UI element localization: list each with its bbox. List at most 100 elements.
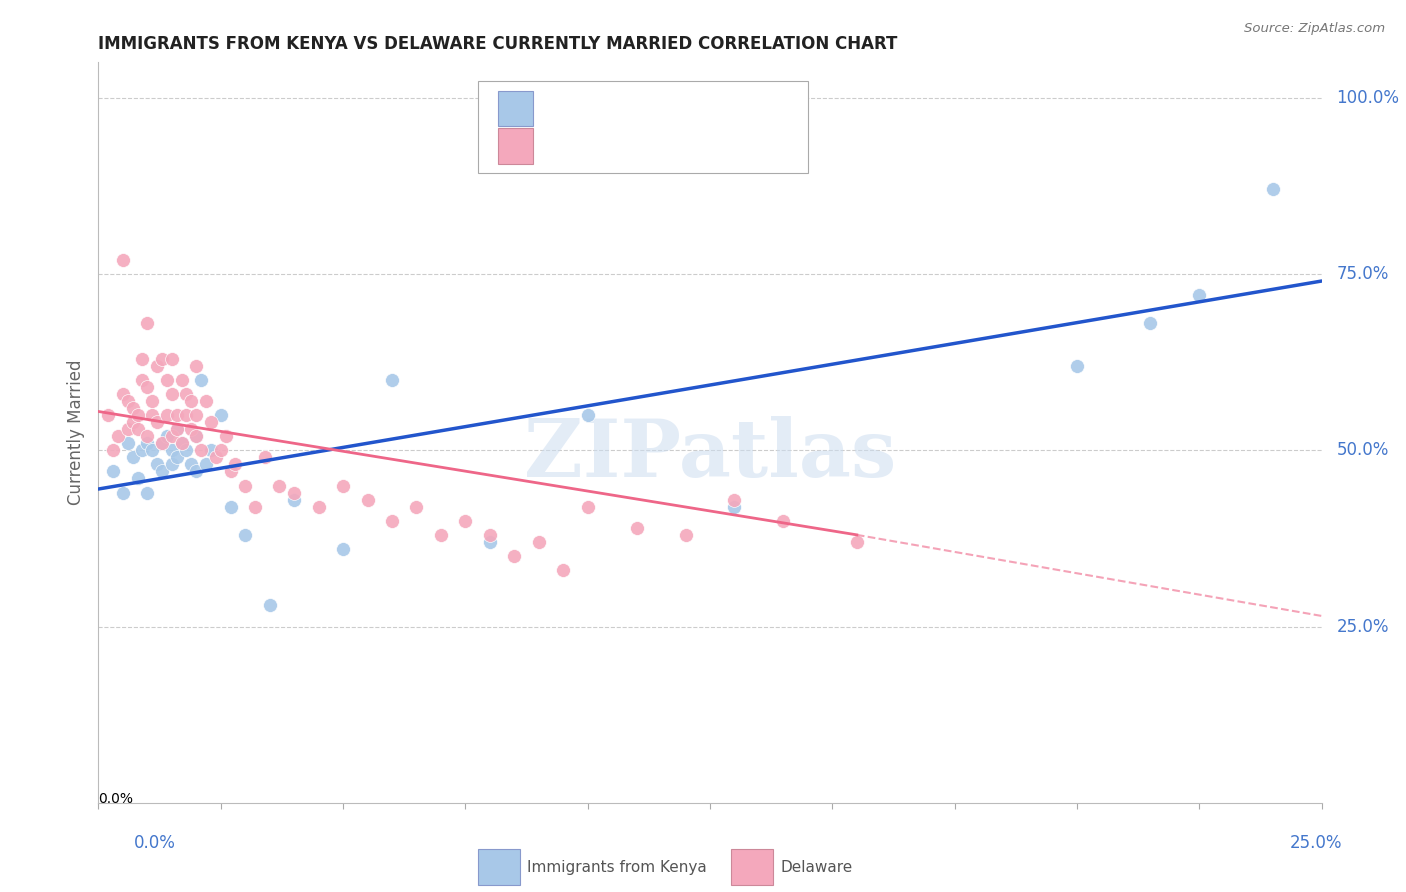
Point [190, 443, 212, 458]
Point [107, 429, 129, 443]
Point [150, 436, 173, 450]
Point [186, 429, 208, 443]
Point [150, 464, 173, 478]
Point [214, 429, 236, 443]
Text: Delaware: Delaware [780, 860, 852, 874]
Point [1261, 182, 1284, 196]
FancyBboxPatch shape [478, 81, 808, 173]
Point [170, 436, 193, 450]
Text: Source: ZipAtlas.com: Source: ZipAtlas.com [1244, 22, 1385, 36]
Point [1188, 288, 1211, 302]
Point [233, 528, 256, 542]
Point [160, 429, 183, 443]
Point [430, 528, 453, 542]
Point [111, 387, 134, 401]
Point [136, 429, 159, 443]
Point [180, 422, 202, 436]
Point [723, 500, 745, 514]
Point [176, 408, 198, 422]
Point [156, 373, 179, 387]
Point [117, 393, 139, 408]
Point [186, 359, 208, 373]
Point [131, 443, 153, 458]
Point [332, 541, 354, 556]
FancyBboxPatch shape [498, 128, 533, 164]
Point [454, 514, 477, 528]
Point [170, 373, 193, 387]
Point [117, 436, 139, 450]
Point [146, 359, 169, 373]
Point [150, 436, 173, 450]
Text: 50.0%: 50.0% [1336, 442, 1389, 459]
Point [166, 408, 188, 422]
Point [166, 450, 188, 465]
Point [166, 422, 188, 436]
Point [209, 408, 232, 422]
Y-axis label: Currently Married: Currently Married [67, 359, 86, 506]
Point [136, 316, 159, 330]
Point [200, 443, 222, 458]
Point [308, 500, 330, 514]
Point [141, 408, 163, 422]
Point [478, 535, 501, 549]
Point [141, 393, 163, 408]
Point [527, 535, 550, 549]
Point [127, 422, 149, 436]
Text: R =  0.562   N = 39: R = 0.562 N = 39 [543, 101, 699, 116]
Point [190, 373, 212, 387]
Point [233, 478, 256, 492]
FancyBboxPatch shape [498, 91, 533, 127]
Point [101, 464, 124, 478]
Point [200, 415, 222, 429]
Text: ZIPatlas: ZIPatlas [524, 416, 896, 494]
Point [180, 458, 202, 472]
Point [186, 464, 208, 478]
Point [478, 528, 501, 542]
Point [180, 393, 202, 408]
Point [127, 408, 149, 422]
Point [97, 408, 120, 422]
Point [146, 458, 169, 472]
Point [195, 393, 218, 408]
Point [176, 387, 198, 401]
Text: 75.0%: 75.0% [1336, 265, 1389, 283]
Point [111, 485, 134, 500]
Text: R = -0.387   N = 68: R = -0.387 N = 68 [543, 138, 700, 153]
Point [117, 422, 139, 436]
Point [224, 458, 246, 472]
Text: 0.0%: 0.0% [98, 792, 134, 805]
Point [136, 485, 159, 500]
Point [176, 443, 198, 458]
Text: 0.0%: 0.0% [134, 834, 176, 852]
Point [283, 492, 305, 507]
Point [160, 351, 183, 366]
Text: 25.0%: 25.0% [1291, 834, 1343, 852]
Point [186, 429, 208, 443]
Point [121, 401, 143, 415]
Point [332, 478, 354, 492]
Point [160, 443, 183, 458]
Point [150, 351, 173, 366]
Point [675, 528, 697, 542]
Point [111, 252, 134, 267]
Point [626, 521, 648, 535]
Point [121, 415, 143, 429]
Point [141, 443, 163, 458]
Point [576, 500, 599, 514]
Point [156, 429, 179, 443]
Point [121, 450, 143, 465]
Point [156, 408, 179, 422]
Point [146, 415, 169, 429]
Point [136, 436, 159, 450]
Point [127, 471, 149, 485]
Point [1139, 316, 1161, 330]
Text: 100.0%: 100.0% [1336, 88, 1399, 107]
Point [243, 500, 266, 514]
Point [195, 458, 218, 472]
Point [160, 458, 183, 472]
Point [101, 443, 124, 458]
Point [576, 408, 599, 422]
Point [269, 478, 291, 492]
Point [219, 464, 242, 478]
Text: IMMIGRANTS FROM KENYA VS DELAWARE CURRENTLY MARRIED CORRELATION CHART: IMMIGRANTS FROM KENYA VS DELAWARE CURREN… [98, 35, 898, 53]
